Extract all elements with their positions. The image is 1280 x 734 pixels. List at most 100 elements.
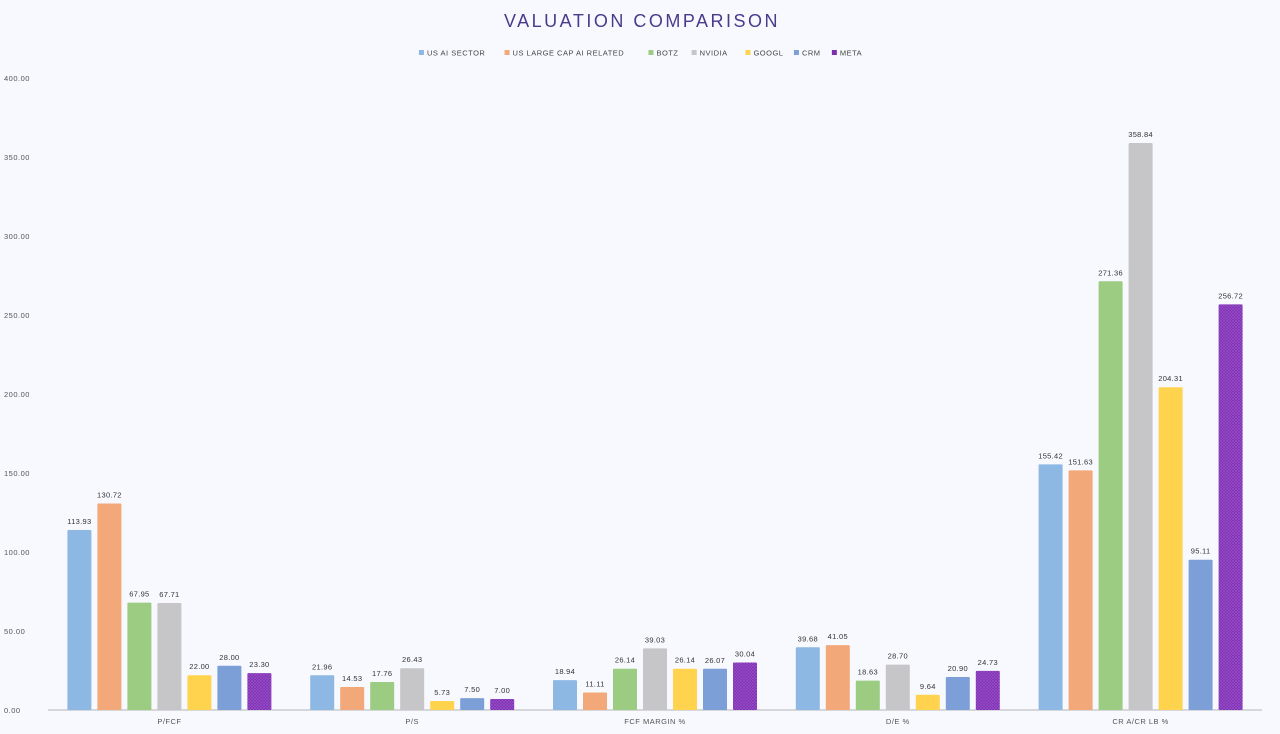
chart-title: VALUATION COMPARISON (504, 11, 780, 31)
data-label: 24.73 (978, 658, 998, 667)
bar-marks (67, 143, 1243, 710)
bar-us-ai-sector-fcf-margin (553, 680, 577, 710)
legend-label: META (840, 49, 862, 58)
y-tick-label: 50.00 (4, 627, 25, 636)
data-label: 26.43 (402, 655, 422, 664)
bar-nvidia-fcf-margin (643, 648, 667, 710)
bar-us-ai-sector-p-fcf (67, 529, 92, 710)
y-tick-label: 100.00 (4, 548, 30, 557)
legend-label: GOOGL (753, 49, 783, 58)
bar-us-ai-sector-cr-a-cr-lb (1038, 464, 1063, 710)
data-label: 26.07 (705, 656, 725, 665)
x-category-label: D/E % (886, 717, 910, 726)
legend-item-nvidia: NVIDIA (691, 49, 728, 58)
data-label: 151.63 (1068, 457, 1093, 466)
legend-swatch (691, 50, 697, 55)
bar-nvidia-cr-a-cr-lb (1128, 143, 1153, 710)
legend-swatch (831, 50, 837, 55)
bar-googl-cr-a-cr-lb (1158, 387, 1183, 710)
x-category-label: P/S (405, 717, 419, 726)
legend-swatch (418, 50, 424, 55)
bar-meta-cr-a-cr-lb (1218, 304, 1243, 710)
legend-label: NVIDIA (700, 49, 728, 58)
x-category-label: CR A/CR LB % (1112, 717, 1168, 726)
data-label: 95.11 (1191, 547, 1211, 556)
bar-botz-p-s (370, 681, 395, 710)
bar-us-large-cap-ai-related-fcf-margin (583, 692, 607, 710)
data-label: 155.42 (1038, 451, 1063, 460)
legend-swatch (648, 50, 654, 55)
bar-nvidia-p-fcf (157, 603, 182, 710)
bar-us-large-cap-ai-related-p-s (340, 687, 365, 710)
bar-nvidia-p-s (400, 668, 425, 710)
y-tick-label: 300.00 (4, 232, 30, 241)
y-tick-label: 350.00 (4, 153, 30, 162)
data-label: 28.70 (888, 652, 908, 661)
data-label: 256.72 (1218, 291, 1243, 300)
bar-meta-p-fcf (247, 673, 272, 710)
legend-item-meta: META (831, 49, 862, 58)
data-label: 20.90 (948, 664, 968, 673)
bar-us-large-cap-ai-related-cr-a-cr-lb (1068, 470, 1093, 710)
data-label: 26.14 (615, 656, 635, 665)
bar-crm-p-fcf (217, 665, 242, 710)
x-category-label: P/FCF (157, 717, 181, 726)
bar-googl-p-s (430, 700, 455, 710)
bar-us-large-cap-ai-related-d-e (825, 645, 850, 710)
data-label: 30.04 (735, 650, 755, 659)
legend-label: US AI SECTOR (427, 49, 485, 58)
bar-botz-fcf-margin (613, 668, 637, 710)
bar-meta-fcf-margin (733, 662, 757, 710)
data-label: 18.94 (555, 667, 575, 676)
bar-nvidia-d-e (885, 664, 910, 710)
bar-googl-p-fcf (187, 675, 212, 710)
x-axis: P/FCF P/S FCF MARGIN % D/E % CR A/CR LB % (157, 717, 1168, 726)
data-label: 21.96 (312, 662, 332, 671)
chart-legend: US AI SECTOR US LARGE CAP AI RELATED BOTZ N… (418, 49, 862, 58)
legend-item-botz: BOTZ (648, 49, 678, 58)
data-label: 23.30 (249, 660, 269, 669)
bar-crm-fcf-margin (703, 668, 727, 710)
legend-label: CRM (802, 49, 821, 58)
legend-item-us-large-cap-ai-related: US LARGE CAP AI RELATED (504, 49, 625, 58)
legend-swatch (504, 50, 510, 55)
legend-item-crm: CRM (793, 49, 821, 58)
y-tick-label: 400.00 (4, 74, 30, 83)
bar-crm-cr-a-cr-lb (1188, 559, 1213, 710)
data-label: 130.72 (97, 490, 122, 499)
data-label: 358.84 (1128, 130, 1153, 139)
data-label: 39.03 (645, 635, 665, 644)
data-label: 26.14 (675, 656, 695, 665)
bar-googl-d-e (915, 694, 940, 710)
legend-item-googl: GOOGL (745, 49, 783, 58)
bar-meta-p-s (490, 698, 515, 710)
data-label: 11.11 (585, 679, 604, 688)
data-label: 39.68 (798, 634, 818, 643)
bar-us-large-cap-ai-related-p-fcf (97, 503, 122, 710)
y-tick-label: 150.00 (4, 469, 30, 478)
y-tick-label: 0.00 (4, 706, 21, 715)
bar-botz-cr-a-cr-lb (1098, 281, 1123, 710)
y-tick-label: 200.00 (4, 390, 30, 399)
bar-crm-d-e (945, 676, 970, 710)
bar-us-ai-sector-d-e (795, 647, 820, 710)
bar-googl-fcf-margin (673, 668, 697, 710)
data-label: 5.73 (434, 688, 450, 697)
y-tick-label: 250.00 (4, 311, 30, 320)
legend-label: US LARGE CAP AI RELATED (513, 49, 625, 58)
data-label: 17.76 (372, 669, 392, 678)
data-label: 18.63 (858, 668, 878, 677)
legend-item-us-ai-sector: US AI SECTOR (418, 49, 485, 58)
data-labels: 113.93 130.72 67.95 67.71 22.00 28.00 23.30 21.… (67, 130, 1243, 697)
bar-crm-p-s (460, 698, 485, 710)
data-label: 67.71 (159, 590, 179, 599)
data-label: 28.00 (219, 653, 239, 662)
bar-botz-d-e (855, 680, 880, 710)
y-axis: 0.00 50.00 100.00 150.00 200.00 250.00 300.00 3… (4, 74, 30, 715)
data-label: 7.00 (494, 686, 510, 695)
data-label: 67.95 (129, 590, 149, 599)
data-label: 14.53 (342, 674, 362, 683)
bar-meta-d-e (975, 670, 1000, 710)
